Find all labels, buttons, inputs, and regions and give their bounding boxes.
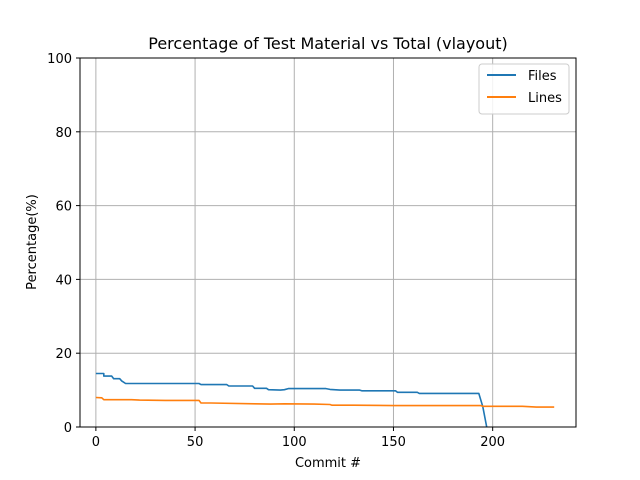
x-tick-label: 0 — [92, 435, 100, 450]
legend-box — [478, 63, 570, 115]
y-tick-label: 80 — [55, 126, 72, 141]
plot-frame — [79, 57, 577, 428]
chart-title: Percentage of Test Material vs Total (vl… — [148, 34, 508, 53]
legend-label-lines: Lines — [528, 91, 562, 106]
y-tick-label: 100 — [47, 52, 72, 67]
x-tick-label: 150 — [381, 435, 406, 450]
y-tick-label: 40 — [55, 273, 72, 288]
y-tick-label: 20 — [55, 347, 72, 362]
y-tick-label: 60 — [55, 200, 72, 215]
series-line-files — [95, 372, 488, 428]
legend: Files Lines — [478, 63, 570, 115]
y-tick-label: 0 — [64, 421, 72, 436]
ticks: 0 50 100 150 200 0 20 40 60 80 100 — [47, 52, 505, 450]
x-axis-label: Commit # — [295, 456, 361, 471]
y-axis-label: Percentage(%) — [25, 194, 40, 290]
x-tick-label: 100 — [282, 435, 307, 450]
series-line-lines — [95, 396, 555, 408]
legend-label-files: Files — [528, 69, 557, 84]
series-layer — [95, 372, 555, 428]
x-tick-label: 200 — [480, 435, 505, 450]
x-tick-label: 50 — [187, 435, 204, 450]
